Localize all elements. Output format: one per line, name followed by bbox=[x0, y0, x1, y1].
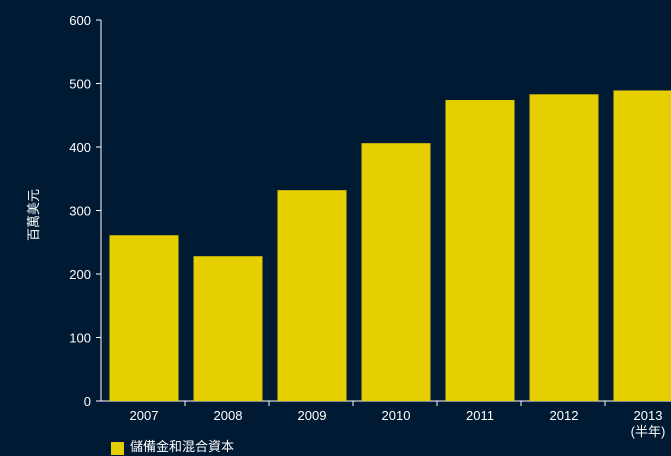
x-tick-label: 2010 bbox=[382, 408, 411, 423]
legend-swatch bbox=[111, 441, 124, 455]
legend-label: 儲備金和混合資本 bbox=[130, 440, 235, 455]
y-axis-label: 百萬美元 bbox=[27, 189, 42, 241]
x-tick-label: 2008 bbox=[214, 408, 243, 423]
bar bbox=[277, 190, 347, 401]
x-tick-label: 2012 bbox=[550, 408, 579, 423]
y-tick-labels: 0 100 200 300 400 500 600 bbox=[69, 13, 101, 409]
bar bbox=[193, 256, 263, 401]
bar bbox=[361, 143, 431, 401]
x-tick-label: 2009 bbox=[298, 408, 327, 423]
y-tick-label: 300 bbox=[69, 204, 91, 219]
x-tick-label: 2007 bbox=[130, 408, 159, 423]
y-tick-label: 100 bbox=[69, 331, 91, 346]
bar bbox=[529, 94, 599, 402]
y-tick-label: 500 bbox=[69, 77, 91, 92]
x-tick-label: 2013 bbox=[634, 408, 663, 423]
x-tick-labels: 2007 2008 2009 2010 2011 2012 2013(半年) bbox=[130, 401, 666, 439]
y-tick-label: 0 bbox=[84, 394, 91, 409]
bars bbox=[109, 90, 671, 402]
legend: 儲備金和混合資本 bbox=[111, 440, 234, 456]
y-tick-label: 400 bbox=[69, 140, 91, 155]
x-tick-label: 2011 bbox=[466, 408, 494, 423]
bar bbox=[613, 90, 671, 402]
bar bbox=[445, 100, 515, 401]
bar bbox=[109, 235, 179, 401]
y-tick-label: 600 bbox=[69, 13, 91, 28]
y-tick-label: 200 bbox=[69, 267, 91, 282]
x-tick-sublabel: (半年) bbox=[631, 424, 666, 439]
